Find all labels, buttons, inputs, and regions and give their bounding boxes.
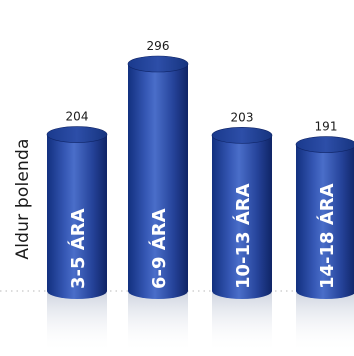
category-label: 3-5 ÁRA	[67, 208, 89, 289]
bar-top-cap	[46, 126, 108, 143]
bar-reflection	[296, 293, 354, 353]
bar	[47, 134, 107, 299]
bar	[212, 135, 272, 299]
category-label: 14-18 ÁRA	[316, 183, 338, 289]
data-label: 204	[66, 110, 89, 124]
bar	[128, 64, 188, 299]
data-label: 191	[315, 120, 338, 134]
y-axis-label: Aldur þolenda	[13, 138, 33, 260]
bar-reflection	[128, 293, 188, 353]
category-label: 10-13 ÁRA	[232, 183, 254, 289]
bar-reflection	[212, 293, 272, 353]
bar-top-cap	[211, 127, 273, 144]
bar-reflection	[47, 293, 107, 353]
bar-top-cap	[127, 55, 189, 73]
data-label: 296	[147, 39, 170, 53]
category-label: 6-9 ÁRA	[148, 208, 170, 289]
data-label: 203	[231, 110, 254, 124]
bar-top-cap	[295, 136, 354, 153]
y-axis-label-box: Aldur þolenda	[8, 110, 38, 288]
bar	[296, 144, 354, 299]
bars-group: 204 3-5 ÁRA 296 6-9 ÁRA 203 10-13 ÁRA 191 14-18…	[46, 39, 354, 353]
